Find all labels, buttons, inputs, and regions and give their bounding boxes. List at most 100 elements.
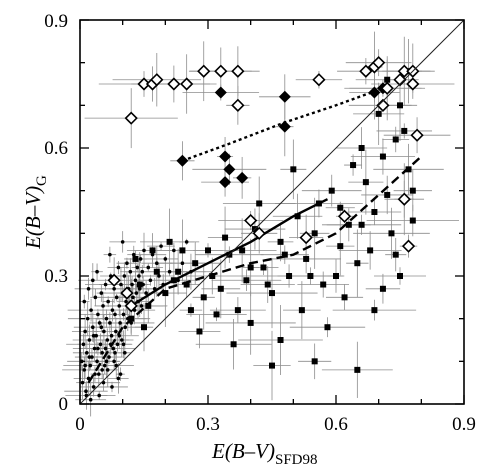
series-1-point-40 xyxy=(114,329,118,334)
series-0-point-18 xyxy=(328,187,335,194)
series-0-point-16 xyxy=(311,230,318,237)
series-0-point-3 xyxy=(200,294,207,301)
series-1-point-64 xyxy=(134,291,139,295)
y-axis-label-main: E(B–V) xyxy=(21,186,45,250)
series-0-point-70 xyxy=(170,277,177,284)
series-0-point-77 xyxy=(141,324,147,331)
series-3-point-1 xyxy=(137,77,151,91)
series-1-point-102 xyxy=(91,278,95,283)
series-0-point-30 xyxy=(409,217,416,224)
series-0-point-62 xyxy=(392,251,399,258)
series-0-point-44 xyxy=(269,362,275,369)
series-1-point-12 xyxy=(90,355,94,359)
series-0-point-22 xyxy=(362,179,369,186)
series-1-point-38 xyxy=(112,287,116,291)
series-0-point-31 xyxy=(358,145,365,151)
series-3-point-22 xyxy=(397,192,411,206)
series-3-point-3 xyxy=(150,73,164,87)
series-1-point-113 xyxy=(96,346,100,351)
series-0-point-69 xyxy=(247,264,254,271)
series-3-point-16 xyxy=(410,128,424,142)
series-0-point-68 xyxy=(264,281,271,288)
series-1-point-117 xyxy=(113,351,117,355)
series-2-point-3 xyxy=(219,150,232,163)
x-axis-label-sub: SFD98 xyxy=(275,452,318,468)
series-0-point-53 xyxy=(256,200,263,207)
series-1-point-53 xyxy=(125,261,129,266)
series-1-point-39 xyxy=(113,312,117,317)
series-1-point-70 xyxy=(139,304,144,308)
series-0-point-15 xyxy=(303,255,310,262)
series-1-point-65 xyxy=(135,265,139,270)
series-0-point-34 xyxy=(341,294,348,301)
series-0-point-43 xyxy=(354,366,361,373)
series-1-point-101 xyxy=(86,287,91,291)
series-1-point-26 xyxy=(102,329,106,334)
series-3-point-13 xyxy=(372,56,386,70)
series-3-point-10 xyxy=(312,73,326,87)
series-1-point-58 xyxy=(129,321,133,325)
series-0-point-35 xyxy=(324,324,331,331)
series-0-point-47 xyxy=(397,102,403,109)
series-0-point-37 xyxy=(277,337,284,343)
series-1-point-25 xyxy=(101,304,105,308)
series-1-point-15 xyxy=(92,346,97,351)
series-0-point-60 xyxy=(401,127,408,134)
series-0-point-26 xyxy=(392,136,399,143)
series-1-point-109 xyxy=(120,240,125,244)
series-1-point-28 xyxy=(103,282,108,287)
series-1-point-7 xyxy=(85,316,90,321)
series-0-point-24 xyxy=(379,153,386,160)
series-1-point-57 xyxy=(128,269,133,274)
series-1-point-2 xyxy=(81,342,86,347)
series-1-point-79 xyxy=(155,261,159,266)
series-3-point-4 xyxy=(167,77,181,91)
series-0-point-29 xyxy=(405,166,412,173)
series-0-point-40 xyxy=(213,311,220,318)
series-0-point-50 xyxy=(290,166,297,173)
series-1-point-19 xyxy=(96,312,100,317)
series-0-point-58 xyxy=(179,247,186,254)
series-1-point-9 xyxy=(87,338,92,342)
series-0-point-51 xyxy=(315,200,322,207)
series-1-point-104 xyxy=(99,325,104,330)
x-tick-label-3: 0.9 xyxy=(452,414,476,435)
series-0-point-19 xyxy=(337,243,344,250)
series-1-point-4 xyxy=(83,329,87,334)
y-tick-label-2: 0.6 xyxy=(44,138,68,159)
series-2-point-5 xyxy=(236,171,249,184)
series-1-point-6 xyxy=(85,351,89,355)
series-3-point-0 xyxy=(124,111,138,125)
y-axis-label-group: E(B–V)G xyxy=(21,175,50,250)
series-1-point-99 xyxy=(123,351,127,355)
series-0-point-49 xyxy=(384,76,391,83)
reference-line xyxy=(79,19,465,405)
series-1-point-116 xyxy=(108,342,113,347)
series-1-point-31 xyxy=(106,299,110,304)
series-0-point-5 xyxy=(217,285,224,292)
series-1-point-69 xyxy=(138,257,143,261)
series-1-point-103 xyxy=(95,269,99,274)
series-1-point-27 xyxy=(102,363,107,368)
series-0-point-32 xyxy=(375,110,382,117)
series-2-point-8 xyxy=(368,86,381,99)
series-1-point-100 xyxy=(82,299,87,304)
series-1-point-54 xyxy=(125,316,130,321)
series-1-point-52 xyxy=(124,299,128,304)
y-axis-label: E(B–V)G xyxy=(21,175,50,250)
series-1-point-67 xyxy=(137,274,141,278)
series-1-point-13 xyxy=(91,325,95,330)
series-1-point-119 xyxy=(121,342,126,347)
series-0-point-41 xyxy=(196,328,203,335)
series-1-point-20 xyxy=(96,372,101,376)
fit-curve-dashed xyxy=(87,155,423,384)
series-0-point-73 xyxy=(145,302,152,309)
series-1-point-5 xyxy=(84,389,88,394)
series-1-point-37 xyxy=(111,346,116,351)
series-0-point-72 xyxy=(153,268,160,275)
series-2-point-4 xyxy=(223,163,236,176)
series-1-point-14 xyxy=(91,385,96,389)
series-1-point-44 xyxy=(117,304,122,308)
series-1-point-32 xyxy=(107,355,111,359)
